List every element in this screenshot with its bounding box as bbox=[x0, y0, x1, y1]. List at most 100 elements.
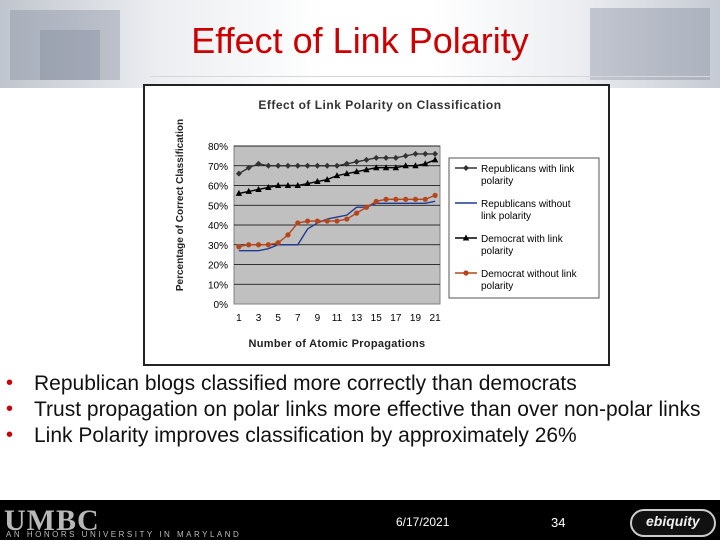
data-point bbox=[274, 182, 282, 188]
bullet-item: • Trust propagation on polar links more e… bbox=[6, 398, 706, 421]
x-tick-label: 17 bbox=[390, 313, 402, 324]
data-point bbox=[245, 187, 252, 194]
bullet-dot-icon: • bbox=[6, 398, 14, 420]
y-tick-label: 20% bbox=[208, 261, 228, 272]
header-background-photo bbox=[0, 0, 720, 88]
data-point bbox=[422, 160, 429, 167]
data-point bbox=[284, 182, 292, 188]
x-tick-label: 1 bbox=[236, 313, 242, 324]
data-point bbox=[354, 210, 360, 216]
data-point bbox=[314, 178, 321, 185]
data-point bbox=[314, 218, 320, 224]
x-tick-label: 11 bbox=[332, 313, 343, 324]
data-point bbox=[344, 216, 350, 222]
data-point bbox=[275, 162, 282, 169]
data-point bbox=[373, 164, 380, 171]
bullet-dot-icon: • bbox=[6, 424, 14, 446]
slide-number: 34 bbox=[551, 515, 566, 530]
data-point bbox=[334, 218, 340, 224]
y-tick-label: 50% bbox=[208, 201, 228, 212]
data-point bbox=[353, 158, 360, 165]
data-point bbox=[353, 168, 360, 175]
x-tick-label: 3 bbox=[256, 313, 262, 324]
x-axis-label: Number of Atomic Propagations bbox=[249, 338, 426, 350]
data-point bbox=[323, 176, 331, 183]
footer-date: 6/17/2021 bbox=[396, 515, 450, 529]
bullet-item: • Republican blogs classified more correc… bbox=[6, 372, 706, 395]
data-point bbox=[422, 196, 428, 202]
data-point bbox=[462, 234, 470, 241]
data-point bbox=[324, 162, 331, 169]
data-point bbox=[295, 220, 301, 226]
bullet-text: Trust propagation on polar links more ef… bbox=[34, 398, 701, 421]
data-point bbox=[304, 218, 311, 224]
data-point bbox=[255, 185, 262, 192]
legend-label: Democrat with link polarity bbox=[481, 234, 564, 257]
data-point bbox=[285, 232, 291, 238]
data-point bbox=[334, 162, 340, 169]
data-point bbox=[412, 196, 419, 202]
data-point bbox=[363, 166, 370, 173]
x-tick-label: 7 bbox=[295, 313, 301, 324]
data-point bbox=[255, 242, 262, 248]
data-point bbox=[431, 156, 439, 163]
ebiquity-logo: ebiquity bbox=[630, 509, 716, 537]
data-point bbox=[432, 150, 439, 157]
bullet-dot-icon: • bbox=[6, 372, 14, 394]
data-point bbox=[402, 152, 409, 159]
data-point bbox=[255, 160, 262, 167]
umbc-logo: UMBC bbox=[4, 504, 100, 537]
data-point bbox=[392, 164, 400, 171]
data-point bbox=[383, 196, 389, 202]
data-point bbox=[363, 156, 370, 163]
data-point bbox=[275, 240, 281, 246]
data-point bbox=[333, 172, 341, 179]
data-point bbox=[236, 244, 242, 250]
data-point bbox=[265, 162, 272, 169]
legend-label: Democrat without link polarity bbox=[481, 269, 578, 292]
data-point bbox=[463, 165, 469, 171]
x-tick-label: 5 bbox=[275, 313, 281, 324]
series-line bbox=[238, 200, 436, 252]
data-point bbox=[343, 170, 351, 177]
data-point bbox=[382, 164, 390, 171]
data-point bbox=[246, 242, 252, 248]
chart-frame: Effect of Link Polarity on Classificatio… bbox=[143, 84, 610, 366]
footer-bar: UMBC AN HONORS UNIVERSITY IN MARYLAND 6/… bbox=[0, 500, 720, 540]
data-point bbox=[373, 154, 380, 161]
bullet-item: • Link Polarity improves classification b… bbox=[6, 424, 706, 447]
data-point bbox=[402, 162, 409, 169]
y-tick-label: 70% bbox=[208, 162, 228, 173]
x-tick-label: 19 bbox=[410, 313, 422, 324]
data-point bbox=[392, 154, 399, 161]
data-point bbox=[245, 164, 252, 171]
slide-title: Effect of Link Polarity bbox=[191, 20, 529, 61]
chart-title: Effect of Link Polarity on Classificatio… bbox=[258, 98, 501, 112]
data-point bbox=[412, 162, 419, 169]
y-tick-label: 0% bbox=[214, 300, 229, 311]
x-tick-label: 21 bbox=[430, 313, 442, 324]
data-point bbox=[265, 183, 272, 190]
data-point bbox=[363, 204, 370, 210]
y-tick-label: 60% bbox=[208, 182, 228, 193]
y-tick-label: 40% bbox=[208, 221, 228, 232]
y-tick-label: 30% bbox=[208, 241, 228, 252]
x-tick-label: 15 bbox=[371, 313, 383, 324]
legend-box bbox=[448, 157, 600, 299]
legend-label: Republicans with link polarity bbox=[481, 164, 575, 187]
line-chart: Effect of Link Polarity on Classificatio… bbox=[175, 98, 600, 350]
data-point bbox=[265, 242, 271, 248]
data-point bbox=[403, 196, 409, 202]
data-point bbox=[343, 160, 350, 167]
data-point bbox=[304, 180, 311, 187]
x-tick-label: 9 bbox=[315, 313, 321, 324]
legend-label: Republicans without link polarity bbox=[481, 199, 571, 222]
bullet-list: • Republican blogs classified more correc… bbox=[6, 372, 706, 450]
data-point bbox=[314, 162, 321, 169]
data-point bbox=[383, 154, 390, 161]
y-tick-label: 80% bbox=[208, 142, 228, 153]
title-divider bbox=[150, 76, 710, 77]
data-point bbox=[235, 189, 243, 196]
x-tick-label: 13 bbox=[351, 313, 363, 324]
